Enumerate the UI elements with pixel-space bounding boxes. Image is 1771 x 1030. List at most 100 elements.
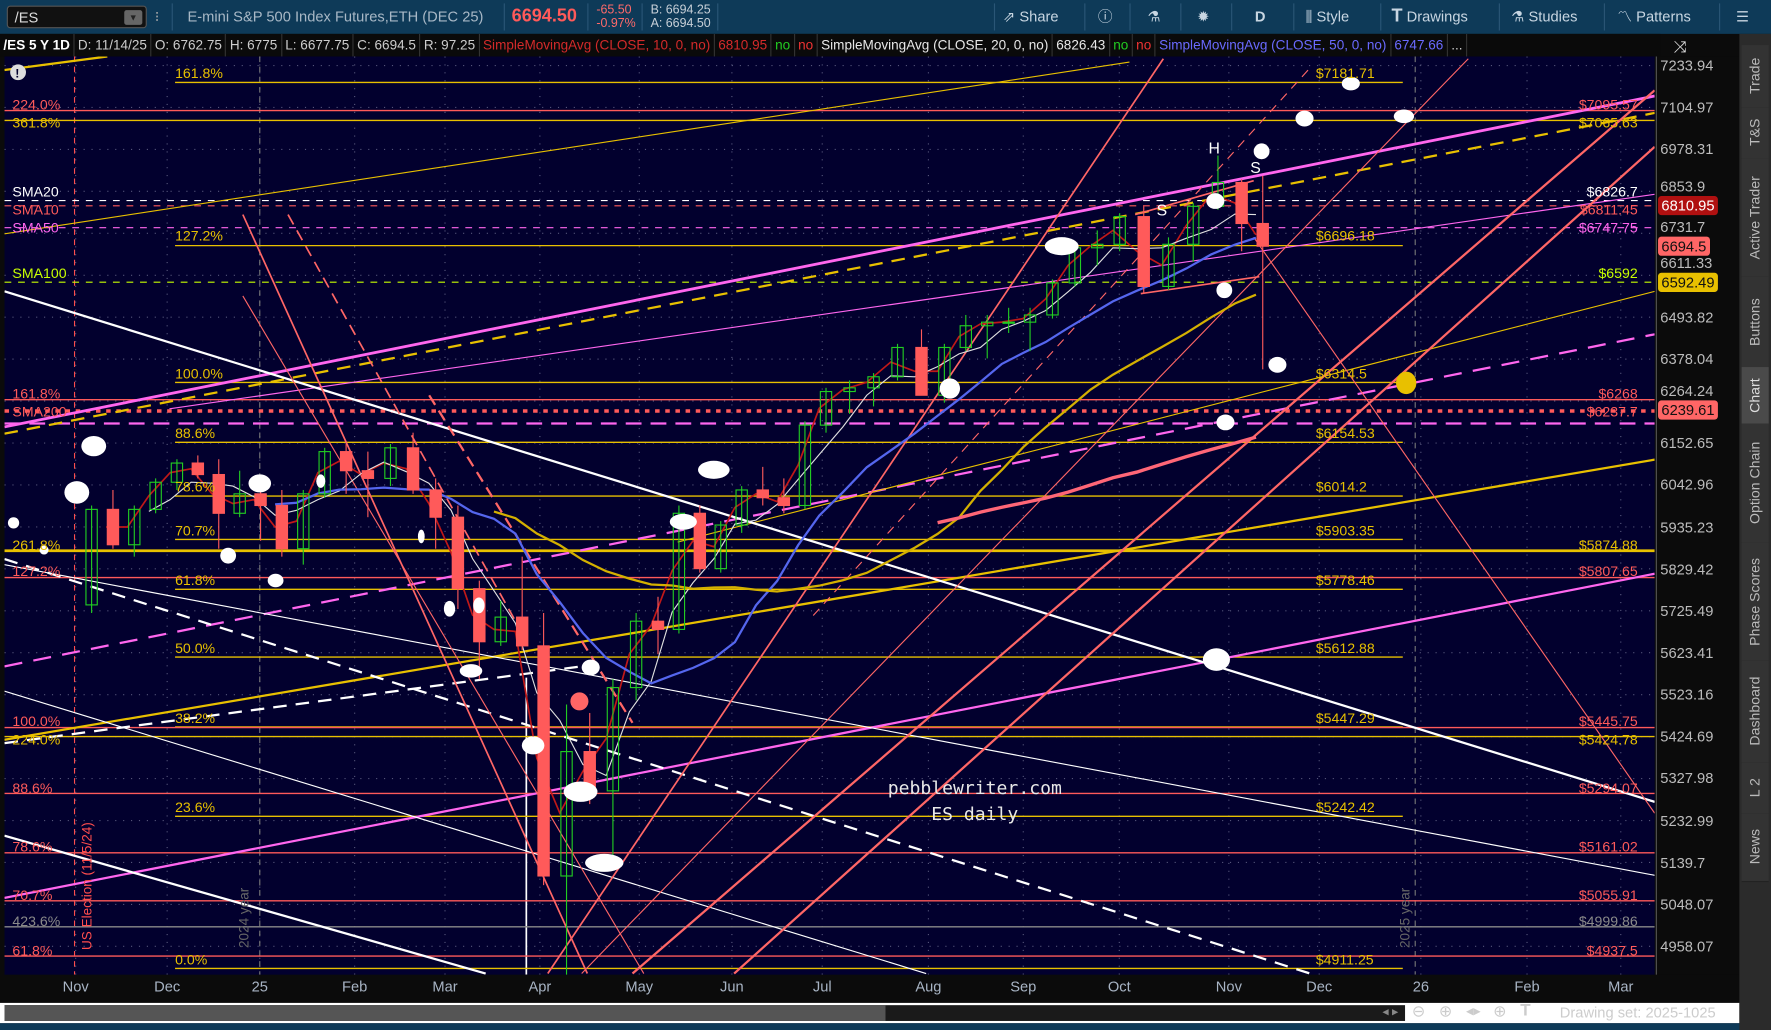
marker-oval <box>1206 193 1225 209</box>
studies-label: Studies <box>1528 7 1578 25</box>
sidebar-tab-news[interactable]: News <box>1741 813 1769 883</box>
zoom-in-icon[interactable]: ⊕ <box>1438 1001 1453 1020</box>
zoom-out-icon[interactable]: ⊖ <box>1411 1001 1426 1020</box>
studies-button[interactable]: ⚗ Studies <box>1511 0 1577 34</box>
candle-body <box>1162 243 1175 287</box>
fib-pct-label: 423.6% <box>12 913 61 930</box>
more-studies[interactable]: ... <box>1448 33 1468 57</box>
period-selector[interactable]: D <box>1254 7 1266 25</box>
study-sma10[interactable]: SimpleMovingAvg (CLOSE, 10, 0, no) <box>480 33 715 57</box>
marker-oval <box>581 659 600 676</box>
share-label: Share <box>1019 7 1059 25</box>
price-axis[interactable]: 7233.94 7104.97 6978.31 6853.9 6731.7 6611.33… <box>1655 56 1741 975</box>
patterns-button[interactable]: 〽 Patterns <box>1617 0 1690 34</box>
fib-pct-label: 38.2% <box>175 709 216 726</box>
price-tick-label: 5048.07 <box>1660 895 1714 913</box>
sidebar-tab-trade[interactable]: Trade <box>1741 45 1769 109</box>
candle-body <box>651 620 665 630</box>
study-sma20-value: 6826.43 <box>1053 33 1110 57</box>
fib-pct-label: 88.6% <box>12 779 53 796</box>
scrollbar-thumb[interactable] <box>4 1005 886 1021</box>
fib-price-label: $4911.25 <box>1315 951 1374 968</box>
fib-price-label: $5874.88 <box>1578 537 1638 553</box>
menu-icon[interactable]: ☰ <box>1735 7 1750 25</box>
trendline <box>169 193 1655 410</box>
pan-icon[interactable]: ◂▸ <box>1466 1001 1481 1019</box>
candle-body <box>915 346 928 396</box>
candle-body <box>297 493 310 550</box>
price-tick-label: 5232.99 <box>1660 812 1714 829</box>
marker-oval <box>473 597 485 614</box>
candle-body <box>429 489 442 518</box>
fib-pct-label: 78.6% <box>12 839 53 856</box>
price-tick-label: 5935.23 <box>1660 518 1714 536</box>
symbol-selector[interactable]: /ES ▼ <box>6 5 147 29</box>
price-tick-label: 5424.69 <box>1660 728 1714 746</box>
chevron-down-icon[interactable]: ▼ <box>124 10 143 25</box>
sidebar-tab-active-trader[interactable]: Active Trader <box>1741 158 1769 278</box>
info-icon[interactable]: ⓘ <box>1097 7 1113 25</box>
text-tool-icon[interactable]: T <box>1520 1000 1531 1020</box>
bar-date: D: 11/14/25 <box>74 33 152 57</box>
fib-pct-label: 100.0% <box>175 365 223 382</box>
candle-body <box>275 504 289 550</box>
time-tick-label: Nov <box>62 978 89 995</box>
study-sma50-value: 6747.66 <box>1391 33 1448 57</box>
link-icon[interactable]: ⁝ <box>154 7 160 25</box>
sidebar-tab-buttons[interactable]: Buttons <box>1741 276 1769 369</box>
sidebar-tab-dashboard[interactable]: Dashboard <box>1741 660 1769 764</box>
marker-oval <box>417 529 425 544</box>
trendline <box>1253 236 1655 814</box>
study-sma50[interactable]: SimpleMovingAvg (CLOSE, 50, 0, no) <box>1156 33 1391 57</box>
horizontal-scrollbar[interactable]: ◂ ▸ <box>4 1005 1406 1021</box>
bar-range: R: 97.25 <box>420 33 480 57</box>
trendline <box>4 690 927 975</box>
fib-pct-label: 100.0% <box>12 714 61 730</box>
marker-oval <box>1295 110 1314 127</box>
drawings-button[interactable]: T Drawings <box>1391 0 1467 34</box>
net-change: -65.50 <box>596 3 632 17</box>
candle-body <box>606 687 620 792</box>
sidebar-tab-l-2[interactable]: L 2 <box>1741 762 1769 815</box>
price-tick-label: 4958.07 <box>1660 937 1714 955</box>
study-sma20[interactable]: SimpleMovingAvg (CLOSE, 20, 0, no) <box>818 33 1053 57</box>
marker-oval <box>316 474 326 488</box>
candle-body <box>1023 314 1037 323</box>
share-icon: ⇗ <box>1002 7 1016 25</box>
trendline <box>733 145 1655 975</box>
style-button[interactable]: ⫼ Style <box>1306 0 1350 34</box>
marker-oval <box>7 517 20 529</box>
sidebar-tab-phase-scores[interactable]: Phase Scores <box>1741 542 1769 662</box>
sidebar-tab-label: News <box>1747 829 1764 865</box>
candle-body <box>85 508 98 606</box>
gear-icon[interactable]: ✹ <box>1197 7 1210 25</box>
sma-label: SMA50 <box>12 219 59 236</box>
candle-body <box>1235 181 1248 225</box>
drawing-set[interactable]: Drawing set: 2025-1025 <box>1559 1004 1716 1021</box>
price-tag: 6694.5 <box>1658 236 1710 256</box>
trendline <box>4 834 486 975</box>
fib-pct-label: 23.6% <box>175 799 216 816</box>
price-tick-label: 7233.94 <box>1660 57 1714 74</box>
marker-oval <box>64 481 90 504</box>
alert-icon[interactable] <box>10 64 26 81</box>
sidebar-tab-option-chain[interactable]: Option Chain <box>1741 423 1769 544</box>
collapse-icon[interactable]: ⤨ <box>1674 39 1687 56</box>
candle-body <box>128 508 141 546</box>
fib-price-label: $5242.42 <box>1315 799 1375 816</box>
sidebar-tab-t-s[interactable]: T&S <box>1741 107 1769 160</box>
fib-pct-label: 0.0% <box>175 951 208 968</box>
fib-pct-label: 127.2% <box>175 228 223 245</box>
sidebar-tab-chart[interactable]: Chart <box>1741 367 1769 425</box>
fib-price-label: $5055.91 <box>1578 887 1638 904</box>
time-tick-label: Jun <box>720 978 744 995</box>
flask-icon[interactable]: ⚗ <box>1147 7 1161 25</box>
bar-high: H: 6775 <box>226 33 282 57</box>
share-button[interactable]: ⇗ Share <box>1003 0 1059 34</box>
crosshair-icon[interactable]: ⊕ <box>1493 1001 1507 1020</box>
fib-pct-label: 224.0% <box>12 732 61 748</box>
scroll-arrows-icon[interactable]: ◂ ▸ <box>1382 1005 1399 1019</box>
watermark-site: pebblewriter.com <box>887 777 1062 799</box>
hs-right-shoulder: S <box>1250 158 1261 177</box>
